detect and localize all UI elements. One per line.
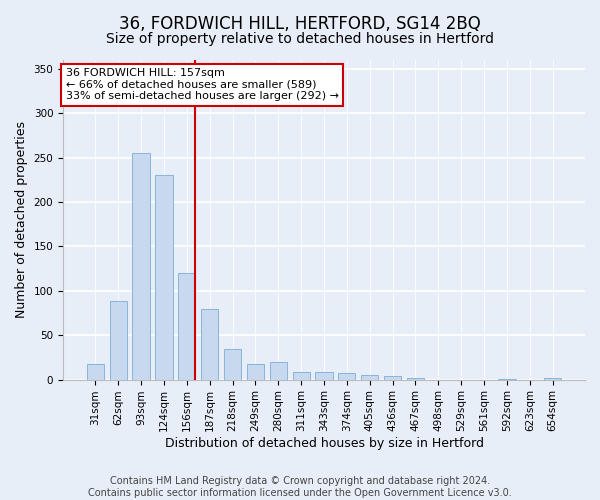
Bar — [293, 372, 310, 380]
Bar — [133, 153, 149, 380]
X-axis label: Distribution of detached houses by size in Hertford: Distribution of detached houses by size … — [164, 437, 484, 450]
Bar — [87, 364, 104, 380]
Bar — [201, 310, 218, 380]
Y-axis label: Number of detached properties: Number of detached properties — [15, 122, 28, 318]
Text: 36 FORDWICH HILL: 157sqm
← 66% of detached houses are smaller (589)
33% of semi-: 36 FORDWICH HILL: 157sqm ← 66% of detach… — [65, 68, 338, 101]
Bar — [338, 374, 355, 380]
Bar — [247, 364, 264, 380]
Bar — [270, 362, 287, 380]
Bar — [110, 302, 127, 380]
Bar — [316, 372, 332, 380]
Text: Size of property relative to detached houses in Hertford: Size of property relative to detached ho… — [106, 32, 494, 46]
Bar — [499, 378, 515, 380]
Text: Contains HM Land Registry data © Crown copyright and database right 2024.
Contai: Contains HM Land Registry data © Crown c… — [88, 476, 512, 498]
Bar — [407, 378, 424, 380]
Bar — [384, 376, 401, 380]
Bar — [544, 378, 561, 380]
Bar — [361, 375, 379, 380]
Bar — [224, 348, 241, 380]
Text: 36, FORDWICH HILL, HERTFORD, SG14 2BQ: 36, FORDWICH HILL, HERTFORD, SG14 2BQ — [119, 15, 481, 33]
Bar — [178, 273, 196, 380]
Bar — [155, 176, 173, 380]
